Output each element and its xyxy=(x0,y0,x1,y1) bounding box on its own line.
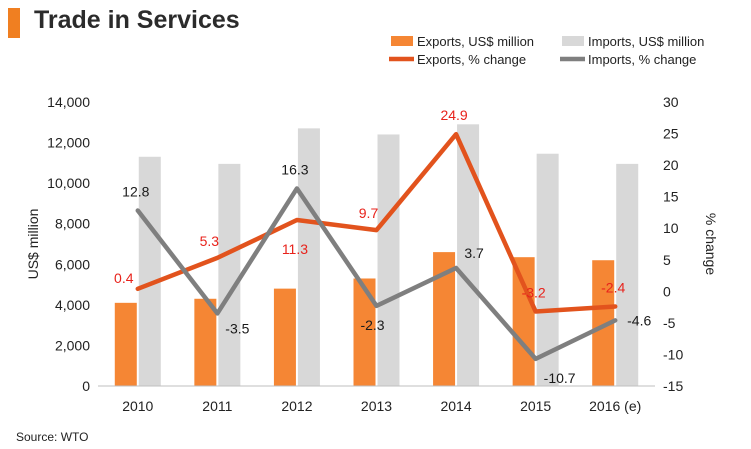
y2-axis-title: % change xyxy=(703,213,719,275)
y-tick-label: 14,000 xyxy=(47,94,90,110)
y2-tick-label: -10 xyxy=(663,346,683,362)
imports-bar xyxy=(297,128,320,386)
y-tick-label: 4,000 xyxy=(55,297,90,313)
imports-change-label: 3.7 xyxy=(464,245,484,261)
y2-tick-label: 20 xyxy=(663,157,679,173)
exports-change-label: 24.9 xyxy=(440,107,467,123)
imports-change-label: 12.8 xyxy=(122,184,149,200)
exports-bar xyxy=(273,288,296,386)
exports-bar xyxy=(114,302,137,386)
legend-imports-line-label: Imports, % change xyxy=(588,52,696,67)
imports-change-label: -4.6 xyxy=(627,312,651,328)
exports-change-line xyxy=(135,131,618,314)
imports-change-label: 16.3 xyxy=(281,161,308,177)
imports-bar xyxy=(218,163,241,386)
y2-tick-label: -5 xyxy=(663,315,676,331)
title-accent-bar xyxy=(8,8,20,38)
x-tick-label: 2012 xyxy=(281,398,312,414)
y-axis-title: US$ million xyxy=(25,209,41,280)
y2-tick-label: 5 xyxy=(663,252,671,268)
imports-bar xyxy=(536,153,559,386)
exports-change-label: 0.4 xyxy=(114,270,134,286)
x-tick-label: 2015 xyxy=(520,398,551,414)
y-tick-label: 8,000 xyxy=(55,216,90,232)
exports-change-label: 9.7 xyxy=(359,205,379,221)
exports-change-label: 5.3 xyxy=(200,233,220,249)
y-tick-label: 10,000 xyxy=(47,175,90,191)
exports-bar xyxy=(353,278,376,386)
x-tick-label: 2016 (e) xyxy=(589,398,641,414)
x-tick-label: 2011 xyxy=(202,398,232,414)
imports-bar xyxy=(616,163,639,386)
imports-change-label: -3.5 xyxy=(225,320,249,336)
exports-bar xyxy=(194,298,217,386)
legend-imports-bar-swatch xyxy=(562,36,584,46)
legend-exports-bar-swatch xyxy=(391,36,413,46)
y2-tick-label: 30 xyxy=(663,94,679,110)
imports-change-label: -2.3 xyxy=(360,317,384,333)
imports-change-label: -10.7 xyxy=(544,370,576,386)
imports-bar xyxy=(457,124,480,387)
legend-exports-bar-label: Exports, US$ million xyxy=(417,34,534,49)
exports-change-label: -3.2 xyxy=(522,285,546,301)
imports-bar xyxy=(377,134,400,386)
exports-bar xyxy=(592,260,615,386)
y2-tick-label: -15 xyxy=(663,378,683,394)
exports-change-label: -2.4 xyxy=(601,279,625,295)
y2-tick-label: 25 xyxy=(663,126,679,142)
y-tick-label: 12,000 xyxy=(47,135,90,151)
exports-bar xyxy=(433,252,456,386)
chart-title: Trade in Services xyxy=(34,6,240,34)
x-tick-label: 2014 xyxy=(440,398,471,414)
y2-tick-label: 10 xyxy=(663,220,679,236)
y-tick-label: 6,000 xyxy=(55,256,90,272)
y-tick-label: 2,000 xyxy=(55,337,90,353)
exports-bar xyxy=(512,257,535,386)
imports-change-line xyxy=(135,186,618,362)
y-tick-label: 0 xyxy=(82,378,90,394)
x-tick-label: 2010 xyxy=(122,398,153,414)
y2-tick-label: 0 xyxy=(663,283,671,299)
source-note: Source: WTO xyxy=(16,430,89,444)
exports-change-label: 11.3 xyxy=(282,241,308,257)
x-tick-label: 2013 xyxy=(361,398,392,414)
imports-bar xyxy=(138,156,161,386)
legend-imports-bar-label: Imports, US$ million xyxy=(588,34,704,49)
legend-exports-line-label: Exports, % change xyxy=(417,52,526,67)
y2-tick-label: 15 xyxy=(663,189,679,205)
